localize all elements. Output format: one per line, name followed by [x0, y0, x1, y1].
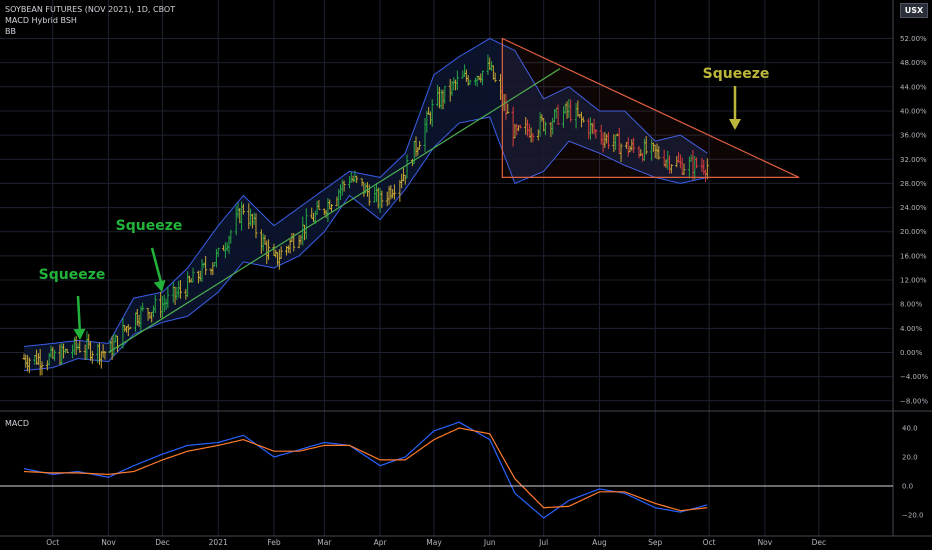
currency-badge: USX: [900, 3, 928, 18]
trend-lines: [108, 37, 800, 354]
x-tick-label: 2021: [209, 538, 228, 547]
x-tick-label: Nov: [758, 538, 773, 547]
squeeze-label: Squeeze: [116, 218, 183, 234]
macd-y-tick-label: −20.0: [902, 512, 923, 520]
x-tick-label: May: [426, 538, 442, 547]
x-tick-label: Nov: [101, 538, 116, 547]
y-tick-label: −4.00%: [900, 373, 928, 381]
triangle-pattern: [501, 37, 800, 178]
y-tick-label: 48.00%: [900, 59, 927, 67]
macd-line: [23, 421, 708, 519]
x-tick-label: Dec: [812, 538, 827, 547]
y-tick-label: 28.00%: [900, 180, 927, 188]
x-tick-label: Aug: [592, 538, 607, 547]
x-tick-label: Mar: [317, 538, 332, 547]
y-tick-label: 0.00%: [900, 349, 923, 357]
macd-y-tick-label: 0.0: [902, 483, 913, 491]
squeeze-label: Squeeze: [39, 267, 106, 283]
squeeze-arrow-head: [729, 119, 741, 130]
macd-lines: [23, 421, 708, 519]
y-tick-label: 16.00%: [900, 252, 927, 260]
x-tick-label: Oct: [46, 538, 59, 547]
squeeze-arrow-head: [73, 328, 86, 340]
y-tick-label: 36.00%: [900, 132, 927, 140]
trend-line: [108, 68, 561, 354]
chart-title: SOYBEAN FUTURES (NOV 2021), 1D, CBOT: [5, 5, 176, 14]
x-tick-label: Dec: [155, 538, 170, 547]
y-tick-label: 8.00%: [900, 301, 923, 309]
y-tick-label: 40.00%: [900, 107, 927, 115]
y-tick-label: 12.00%: [900, 277, 927, 285]
x-tick-label: Jun: [483, 538, 496, 547]
x-tick-label: Sep: [648, 538, 662, 547]
y-tick-label: 32.00%: [900, 156, 927, 164]
price-bars: [22, 54, 709, 376]
squeeze-arrow-head: [153, 279, 166, 292]
x-tick-label: Jul: [538, 538, 548, 547]
y-tick-label: 20.00%: [900, 228, 927, 236]
signal-line: [23, 427, 708, 512]
macd-y-tick-label: 40.0: [902, 425, 918, 433]
bb-upper-line: [23, 37, 708, 347]
y-tick-label: 4.00%: [900, 325, 923, 333]
squeeze-label: Squeeze: [703, 66, 770, 82]
annotations: Squeeze Squeeze Squeeze: [39, 66, 770, 340]
y-tick-label: 24.00%: [900, 204, 927, 212]
squeeze-arrow-shaft: [150, 247, 164, 287]
bb-fill: [24, 38, 708, 371]
y-tick-label: 52.00%: [900, 35, 927, 43]
squeeze-arrow-shaft: [76, 295, 82, 335]
x-tick-label: Oct: [703, 538, 716, 547]
indicator-label-bb[interactable]: BB: [5, 27, 16, 36]
bollinger-bands: [23, 37, 708, 372]
bb-lower-line: [23, 116, 708, 372]
x-tick-label: Feb: [267, 538, 281, 547]
macd-panel-title: MACD: [5, 419, 29, 428]
y-tick-label: 44.00%: [900, 83, 927, 91]
y-tick-label: −8.00%: [900, 397, 928, 405]
macd-y-tick-label: 20.0: [902, 454, 918, 462]
x-tick-label: Apr: [374, 538, 388, 547]
indicator-label-macd-hybrid[interactable]: MACD Hybrid BSH: [5, 16, 77, 25]
